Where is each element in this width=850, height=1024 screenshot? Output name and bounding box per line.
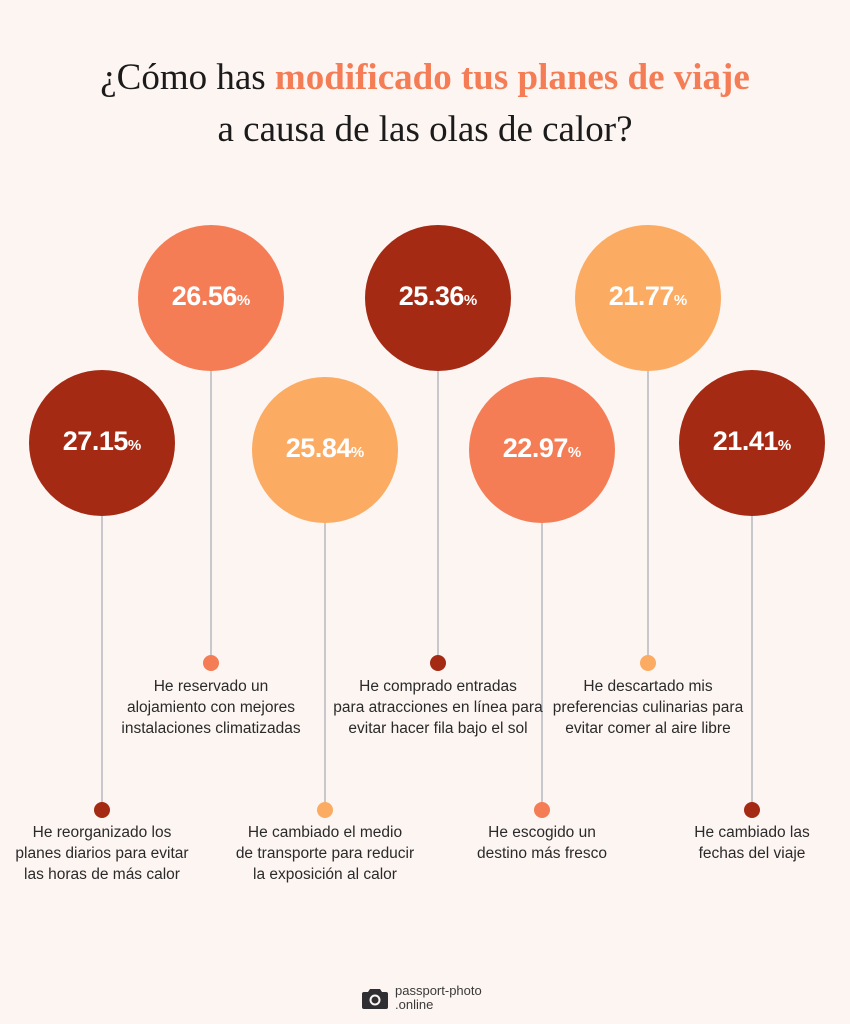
category-label-1: He reorganizado los planes diarios para e… — [0, 822, 222, 885]
value-circle-7 — [679, 370, 825, 516]
value-circle-2 — [138, 225, 284, 371]
category-label-line: preferencias culinarias para — [552, 699, 744, 716]
category-label-line: instalaciones climatizadas — [121, 720, 301, 737]
value-number: 22.97 — [502, 433, 569, 463]
camera-icon — [362, 989, 388, 1009]
logo-text: passport-photo .online — [395, 984, 482, 1012]
anchor-dot-7 — [744, 802, 760, 818]
category-label-3: He cambiado el medio de transporte para r… — [205, 822, 445, 885]
value-label-6: 21.77% — [568, 281, 728, 312]
value-unit: % — [236, 292, 251, 309]
title-line-2: a causa de las olas de calor? — [217, 109, 633, 150]
value-number: 27.15 — [62, 426, 129, 456]
category-label-line: las horas de más calor — [24, 866, 180, 883]
category-label-line: planes diarios para evitar — [15, 845, 189, 862]
category-label-line: destino más fresco — [476, 845, 608, 862]
category-label-6: He descartado mis preferencias culinarias… — [528, 676, 768, 739]
category-label-line: He descartado mis — [583, 678, 713, 695]
chart-title: ¿Cómo has modificado tus planes de viaje… — [0, 52, 850, 156]
logo-line-1: passport-photo — [395, 983, 482, 998]
value-circle-3 — [252, 377, 398, 523]
category-label-line: He comprado entradas — [359, 678, 517, 695]
category-label-line: fechas del viaje — [698, 845, 806, 862]
anchor-dot-2 — [203, 655, 219, 671]
category-label-line: He escogido un — [488, 824, 596, 841]
value-circle-6 — [575, 225, 721, 371]
value-unit: % — [127, 437, 142, 454]
value-circle-1 — [29, 370, 175, 516]
category-label-line: de transporte para reducir — [235, 845, 415, 862]
anchor-dot-3 — [317, 802, 333, 818]
value-unit: % — [350, 444, 365, 461]
value-label-2: 26.56% — [131, 281, 291, 312]
value-label-7: 21.41% — [672, 426, 832, 457]
category-label-line: evitar hacer fila bajo el sol — [348, 720, 528, 737]
category-label-line: la exposición al calor — [253, 866, 397, 883]
value-label-1: 27.15% — [22, 426, 182, 457]
value-label-5: 22.97% — [462, 433, 622, 464]
logo-line-2: .online — [395, 997, 434, 1012]
title-part-1: ¿Cómo has — [100, 57, 275, 98]
value-label-3: 25.84% — [245, 433, 405, 464]
value-number: 25.84 — [285, 433, 352, 463]
category-label-line: evitar comer al aire libre — [565, 720, 731, 737]
category-label-line: He cambiado las — [694, 824, 810, 841]
anchor-dot-1 — [94, 802, 110, 818]
category-label-line: He reorganizado los — [32, 824, 172, 841]
category-label-5: He escogido un destino más fresco — [422, 822, 662, 864]
value-number: 26.56 — [171, 281, 238, 311]
category-label-line: He reservado un — [153, 678, 269, 695]
title-line-1: ¿Cómo has modificado tus planes de viaje — [0, 52, 850, 104]
value-circle-4 — [365, 225, 511, 371]
anchor-dot-5 — [534, 802, 550, 818]
category-label-line: alojamiento con mejores — [126, 699, 295, 716]
value-number: 21.77 — [608, 281, 675, 311]
category-label-2: He reservado un alojamiento con mejores in… — [91, 676, 331, 739]
value-unit: % — [777, 437, 792, 454]
value-unit: % — [463, 292, 478, 309]
brand-logo: passport-photo .online — [362, 984, 482, 1012]
value-circle-5 — [469, 377, 615, 523]
category-label-line: He cambiado el medio — [247, 824, 403, 841]
category-label-4: He comprado entradas para atracciones en … — [318, 676, 558, 739]
anchor-dot-6 — [640, 655, 656, 671]
category-label-7: He cambiado las fechas del viaje — [632, 822, 850, 864]
value-number: 21.41 — [712, 426, 779, 456]
anchor-dot-4 — [430, 655, 446, 671]
value-unit: % — [567, 444, 582, 461]
title-highlight: modificado tus planes de viaje — [274, 57, 750, 98]
value-unit: % — [673, 292, 688, 309]
value-label-4: 25.36% — [358, 281, 518, 312]
value-number: 25.36 — [398, 281, 465, 311]
category-label-line: para atracciones en línea para — [333, 699, 543, 716]
